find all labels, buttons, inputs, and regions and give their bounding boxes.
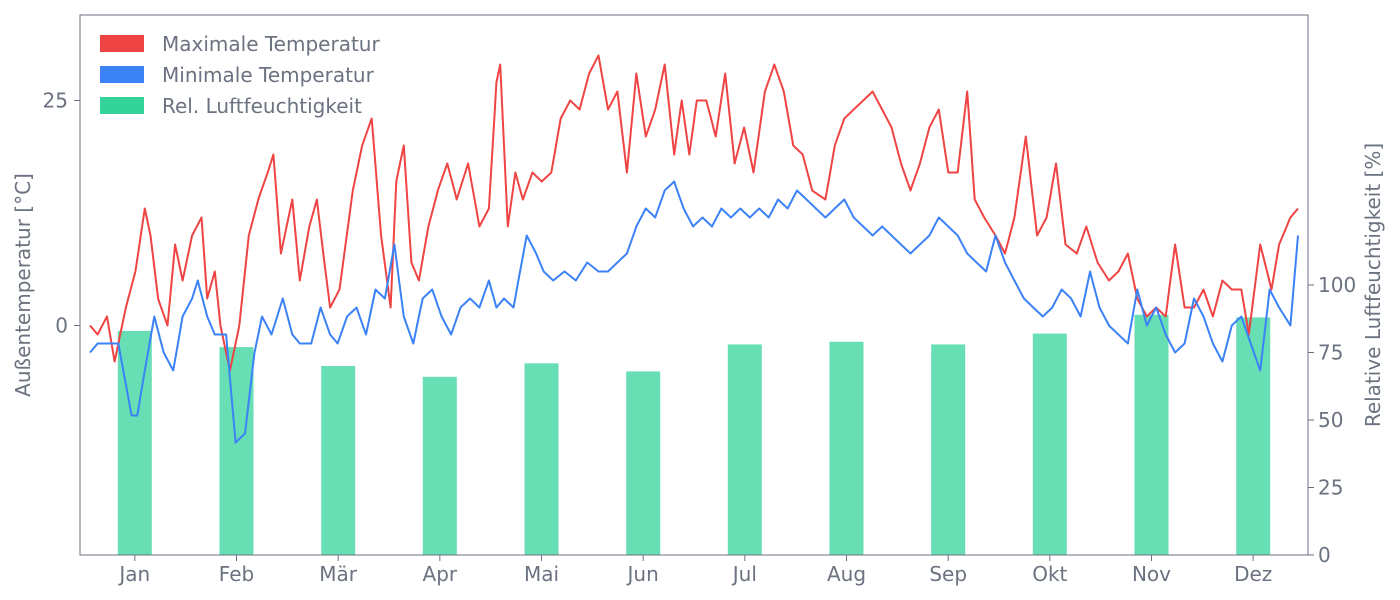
- humidity-bar-feb: [219, 347, 254, 555]
- x-tick-label-nov: Nov: [1132, 562, 1171, 586]
- x-tick-label-apr: Apr: [423, 562, 458, 586]
- x-tick-label-jul: Jul: [731, 562, 757, 586]
- humidity-bar-dez: [1236, 317, 1271, 555]
- series-line-tmax: [89, 54, 1299, 372]
- legend-label-humidity: Rel. Luftfeuchtigkeit: [162, 94, 362, 118]
- x-tick-label-okt: Okt: [1032, 562, 1067, 586]
- x-tick-label-aug: Aug: [827, 562, 866, 586]
- legend-swatch-tmax: [100, 35, 144, 52]
- y-right-tick-label: 0: [1318, 543, 1331, 567]
- humidity-bar-aug: [829, 341, 864, 555]
- humidity-bar-apr: [422, 376, 457, 555]
- x-tick-label-jun: Jun: [626, 562, 659, 586]
- x-tick-label-jan: Jan: [117, 562, 150, 586]
- y-left-tick-label: 0: [55, 314, 68, 338]
- axes: 0 25 0 25 50 75 100 Jan Feb Mär Apr Mai Jun Jul Aug Sep…: [43, 89, 1357, 587]
- y-right-tick-label: 75: [1318, 341, 1343, 365]
- x-tick-label-feb: Feb: [219, 562, 254, 586]
- temperature-lines: [89, 54, 1299, 444]
- humidity-bar-jul: [727, 344, 762, 555]
- x-tick-label-mär: Mär: [319, 562, 358, 586]
- x-tick-label-mai: Mai: [524, 562, 559, 586]
- y-right-tick-label: 100: [1318, 273, 1356, 297]
- y-left-tick-label: 25: [43, 89, 68, 113]
- y-left-axis-title: Außentemperatur [°C]: [11, 173, 35, 397]
- y-right-tick-label: 50: [1318, 408, 1343, 432]
- humidity-bar-nov: [1134, 314, 1169, 555]
- legend-swatch-humidity: [100, 97, 144, 114]
- x-tick-label-sep: Sep: [929, 562, 967, 586]
- legend-swatch-tmin: [100, 66, 144, 83]
- humidity-bars: [117, 314, 1271, 555]
- series-line-tmin: [89, 180, 1299, 444]
- y-right-axis-title: Relative Luftfeuchtigkeit [%]: [1361, 143, 1385, 427]
- humidity-bar-jun: [626, 371, 661, 555]
- y-right-tick-label: 25: [1318, 476, 1343, 500]
- x-tick-label-dez: Dez: [1234, 562, 1272, 586]
- legend-label-tmin: Minimale Temperatur: [162, 63, 375, 87]
- humidity-bar-sep: [931, 344, 966, 555]
- legend: Maximale Temperatur Minimale Temperatur …: [100, 32, 380, 118]
- humidity-bar-mär: [321, 366, 356, 555]
- humidity-bar-okt: [1032, 333, 1067, 555]
- humidity-bar-mai: [524, 363, 559, 555]
- legend-label-tmax: Maximale Temperatur: [162, 32, 380, 56]
